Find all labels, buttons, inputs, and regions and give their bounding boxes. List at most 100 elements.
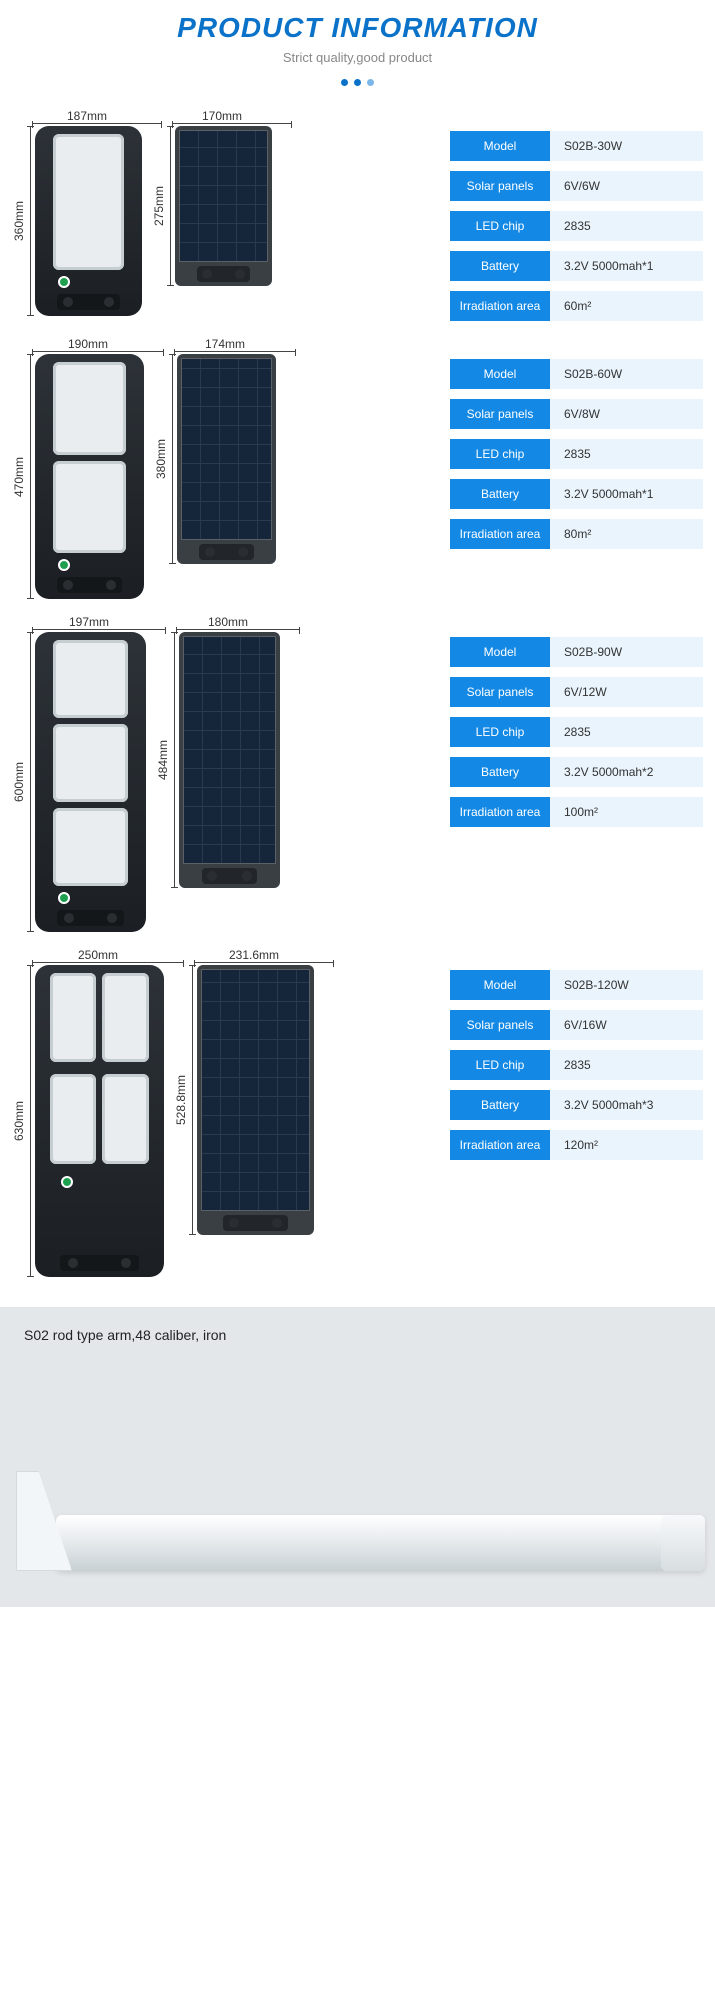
device-front-block: 190mm 470mm xyxy=(12,337,144,599)
spec-row: Irradiation area100m² xyxy=(450,797,703,827)
mount-bracket xyxy=(57,910,124,926)
dimension-height: 528.8mm xyxy=(174,965,188,1235)
spec-value: 60m² xyxy=(550,291,703,321)
solar-cells xyxy=(181,358,272,540)
footer-text: S02 rod type arm,48 caliber, iron xyxy=(24,1327,691,1343)
led-panel xyxy=(50,1074,97,1163)
device-back-block: 231.6mm528.8mm xyxy=(174,948,314,1235)
dimension-height: 360mm xyxy=(12,126,26,316)
product-row: 250mm630mm231.6mm528.8mmModelS02B-120WSo… xyxy=(0,942,715,1287)
mount-bracket xyxy=(57,577,122,593)
spec-row: LED chip2835 xyxy=(450,211,703,241)
device-front xyxy=(35,354,144,599)
product-row: 197mm600mm180mm484mm ModelS02B-90W Solar p… xyxy=(0,609,715,942)
dimension-height: 380mm xyxy=(154,354,168,564)
spec-label: Solar panels xyxy=(450,171,550,201)
spec-row: Solar panels6V/16W xyxy=(450,1010,703,1040)
spec-row: Battery3.2V 5000mah*3 xyxy=(450,1090,703,1120)
sensor-icon xyxy=(58,892,70,904)
spec-row: Solar panels6V/12W xyxy=(450,677,703,707)
spec-label: LED chip xyxy=(450,211,550,241)
dimension-width: 190mm xyxy=(12,337,144,352)
mount-bracket xyxy=(199,544,254,560)
device-back-block: 170mm275mm xyxy=(152,109,272,286)
spec-label: Irradiation area xyxy=(450,1130,550,1160)
footer-section: S02 rod type arm,48 caliber, iron xyxy=(0,1307,715,1607)
device-back-block: 180mm484mm xyxy=(156,615,280,888)
spec-row: Battery3.2V 5000mah*1 xyxy=(450,251,703,281)
sensor-icon xyxy=(61,1176,73,1188)
dimension-width: 174mm xyxy=(154,337,276,352)
spec-row: LED chip2835 xyxy=(450,439,703,469)
spec-label: Battery xyxy=(450,479,550,509)
spec-label: Irradiation area xyxy=(450,291,550,321)
spec-label: LED chip xyxy=(450,1050,550,1080)
led-panel xyxy=(50,973,97,1062)
mount-bracket xyxy=(57,294,121,310)
spec-value: 3.2V 5000mah*3 xyxy=(550,1090,703,1120)
spec-value: 80m² xyxy=(550,519,703,549)
spec-row: Solar panels6V/8W xyxy=(450,399,703,429)
device-front-block: 197mm600mm xyxy=(12,615,146,932)
spec-value: 3.2V 5000mah*1 xyxy=(550,251,703,281)
device-front xyxy=(35,965,164,1277)
product-row: 187mm 360mm 170mm275mm ModelS02B-30W Solar p… xyxy=(0,103,715,331)
page-subtitle: Strict quality,good product xyxy=(0,50,715,65)
device-front xyxy=(35,632,146,932)
mount-bracket xyxy=(223,1215,288,1231)
spec-label: Model xyxy=(450,131,550,161)
solar-panel-back xyxy=(179,632,280,888)
dimension-height: 630mm xyxy=(12,965,26,1277)
led-panel xyxy=(53,134,124,270)
dimension-width: 187mm xyxy=(12,109,142,124)
solar-panel-back xyxy=(175,126,272,286)
spec-row: Irradiation area80m² xyxy=(450,519,703,549)
spec-label: LED chip xyxy=(450,439,550,469)
spec-row: LED chip2835 xyxy=(450,1050,703,1080)
spec-value: 6V/16W xyxy=(550,1010,703,1040)
spec-value: 3.2V 5000mah*2 xyxy=(550,757,703,787)
spec-row: Irradiation area60m² xyxy=(450,291,703,321)
dimension-width: 180mm xyxy=(156,615,280,630)
spec-label: Battery xyxy=(450,757,550,787)
spec-label: Solar panels xyxy=(450,1010,550,1040)
led-panel xyxy=(102,1074,149,1163)
sensor-icon xyxy=(58,276,70,288)
spec-row: LED chip2835 xyxy=(450,717,703,747)
solar-cells xyxy=(183,636,276,864)
spec-value: S02B-90W xyxy=(550,637,703,667)
spec-value: 2835 xyxy=(550,211,703,241)
spec-value: 3.2V 5000mah*1 xyxy=(550,479,703,509)
dimension-height: 470mm xyxy=(12,354,26,599)
spec-value: S02B-60W xyxy=(550,359,703,389)
spec-label: Model xyxy=(450,637,550,667)
spec-value: 120m² xyxy=(550,1130,703,1160)
spec-table: ModelS02B-120WSolar panels6V/16WLED chip… xyxy=(450,948,703,1160)
spec-value: 2835 xyxy=(550,717,703,747)
spec-value: 6V/12W xyxy=(550,677,703,707)
spec-row: ModelS02B-30W xyxy=(450,131,703,161)
led-panel xyxy=(53,724,127,802)
spec-row: ModelS02B-60W xyxy=(450,359,703,389)
spec-label: LED chip xyxy=(450,717,550,747)
rod-arm-illustration xyxy=(10,1511,705,1571)
spec-label: Battery xyxy=(450,1090,550,1120)
solar-cells xyxy=(201,969,310,1211)
spec-table: ModelS02B-30WSolar panels6V/6WLED chip28… xyxy=(450,109,703,321)
spec-value: S02B-120W xyxy=(550,970,703,1000)
solar-panel-back xyxy=(197,965,314,1235)
header: PRODUCT INFORMATION Strict quality,good … xyxy=(0,0,715,103)
dimension-width: 197mm xyxy=(12,615,146,630)
spec-label: Battery xyxy=(450,251,550,281)
sensor-icon xyxy=(58,559,70,571)
page-title: PRODUCT INFORMATION xyxy=(0,12,715,44)
led-panel xyxy=(53,640,127,718)
mount-bracket xyxy=(60,1255,139,1271)
spec-table: ModelS02B-60W Solar panels6V/8W LED chip28… xyxy=(450,337,703,549)
spec-value: 100m² xyxy=(550,797,703,827)
mount-bracket xyxy=(197,266,250,282)
spec-label: Model xyxy=(450,359,550,389)
dot-divider xyxy=(0,73,715,91)
spec-row: ModelS02B-120W xyxy=(450,970,703,1000)
spec-row: ModelS02B-90W xyxy=(450,637,703,667)
